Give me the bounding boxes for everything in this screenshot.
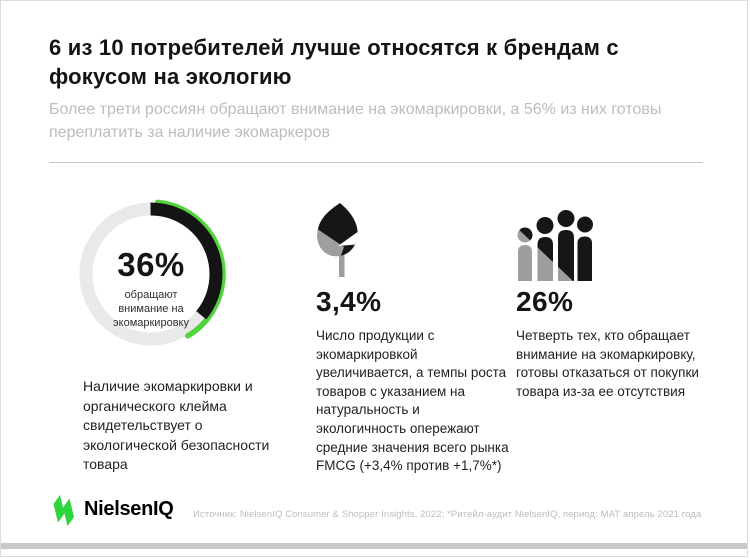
nielseniq-logo-mark-icon: [53, 494, 74, 526]
nielseniq-logo: NielsenIQ: [51, 491, 174, 527]
leaf-stem: [339, 254, 345, 277]
people-icon: [515, 210, 595, 282]
people-stat-caption: Четверть тех, кто обращает внимание на э…: [516, 328, 699, 399]
donut-percent-label: обращают внимание на экомаркировку: [113, 289, 189, 329]
leaf-stat-value: 3,4%: [316, 286, 382, 317]
page-subtitle: Более трети россиян обращают внимание на…: [49, 101, 662, 141]
donut-caption: Наличие экомаркировки и органического кл…: [83, 378, 270, 472]
bottom-edge-bar: [1, 543, 747, 549]
donut-value-arc: [79, 202, 223, 346]
donut-chart: [76, 199, 226, 349]
page-title: 6 из 10 потребителей лучше относятся к б…: [49, 35, 619, 89]
donut-center-text: 36% обращают внимание на экомаркировку: [105, 246, 197, 330]
leaf-stat-caption: Число продукции с экомаркировкой увеличи…: [316, 328, 509, 474]
leaf-icon: [317, 203, 358, 277]
donut-percent-value: 36%: [117, 246, 185, 283]
people-stat-value: 26%: [516, 286, 574, 317]
nielseniq-wordmark: NielsenIQ: [84, 497, 174, 520]
donut-highlight-arc: [76, 199, 226, 349]
header-divider: [49, 162, 703, 163]
source-note: Источник: NielsenIQ Consumer & Shopper I…: [193, 509, 702, 520]
